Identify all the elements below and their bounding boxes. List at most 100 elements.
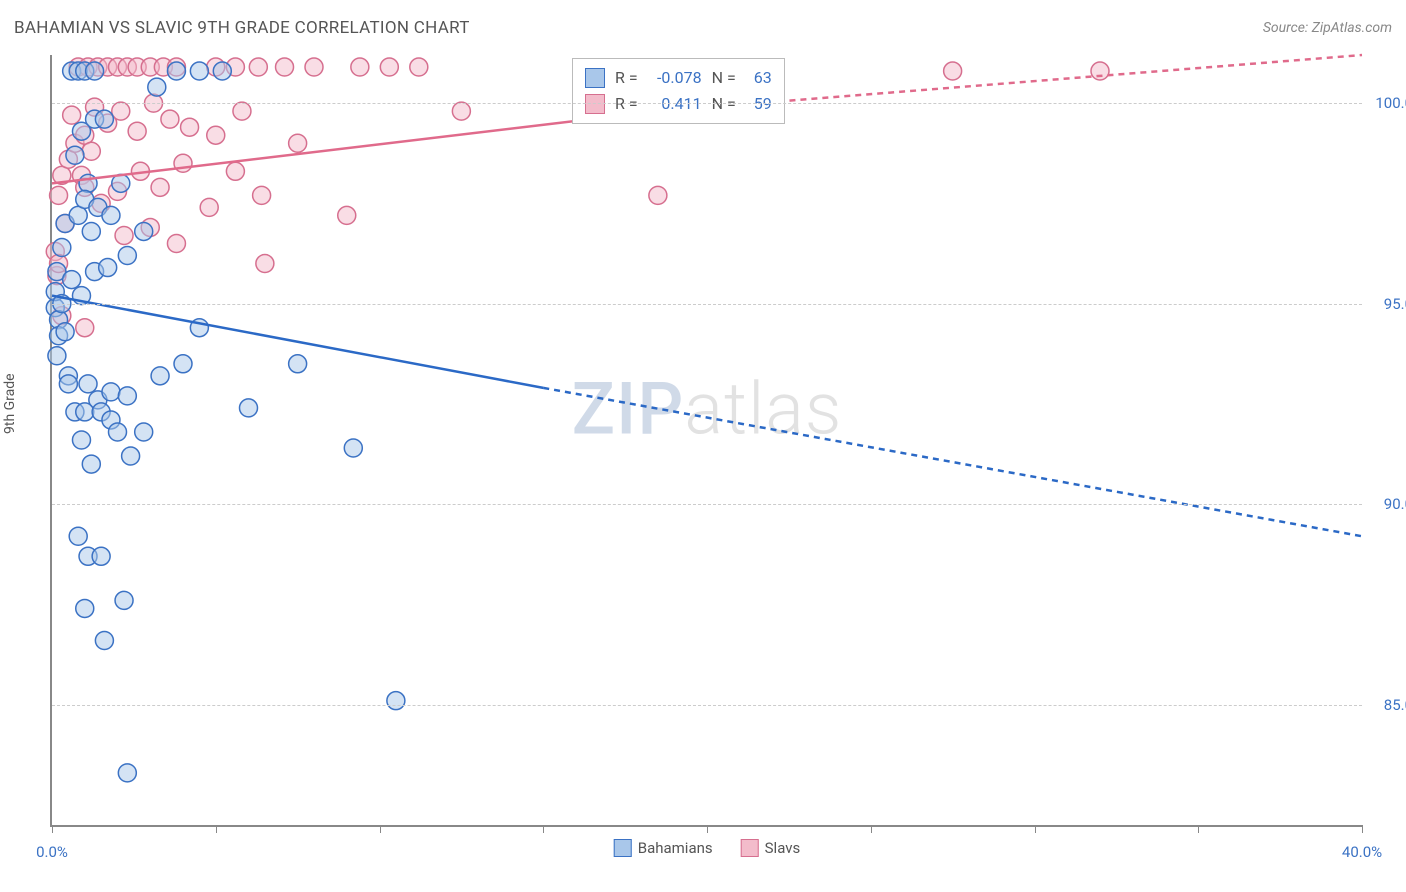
x-tick: [380, 825, 381, 833]
scatter-point: [69, 527, 87, 545]
source-label: Source: ZipAtlas.com: [1263, 20, 1392, 36]
x-tick-label: 40.0%: [1342, 843, 1382, 861]
x-tick-label: 0.0%: [36, 843, 68, 861]
gridline: [52, 705, 1362, 706]
stats-swatch-blue: [585, 68, 605, 88]
scatter-point: [115, 226, 133, 244]
gridline: [52, 304, 1362, 305]
scatter-point: [410, 58, 428, 76]
legend-label-bahamians: Bahamians: [638, 839, 713, 857]
scatter-point: [63, 106, 81, 124]
trend-line: [543, 388, 1362, 536]
legend-item-bahamians: Bahamians: [614, 839, 713, 857]
plot-area: ZIPatlas R = -0.078 N = 63 R = 0.411 N =…: [50, 55, 1362, 827]
x-tick: [52, 825, 53, 833]
scatter-point: [167, 62, 185, 80]
scatter-point: [207, 126, 225, 144]
x-tick: [543, 825, 544, 833]
n-value-bahamians: 63: [746, 65, 772, 91]
legend-label-slavs: Slavs: [765, 839, 801, 857]
scatter-point: [50, 186, 68, 204]
scatter-point: [174, 355, 192, 373]
scatter-point: [276, 58, 294, 76]
scatter-point: [102, 206, 120, 224]
scatter-point: [135, 423, 153, 441]
scatter-point: [944, 62, 962, 80]
scatter-point: [95, 632, 113, 650]
trend-line: [52, 111, 658, 183]
scatter-point: [112, 102, 130, 120]
scatter-point: [118, 387, 136, 405]
scatter-point: [249, 58, 267, 76]
legend-item-slavs: Slavs: [741, 839, 801, 857]
bottom-legend: Bahamians Slavs: [614, 839, 801, 857]
scatter-point: [351, 58, 369, 76]
x-tick: [1362, 825, 1363, 833]
r-value-bahamians: -0.078: [648, 65, 702, 91]
scatter-point: [289, 355, 307, 373]
gridline: [52, 504, 1362, 505]
scatter-point: [118, 247, 136, 265]
scatter-point: [76, 319, 94, 337]
x-tick: [707, 825, 708, 833]
scatter-point: [200, 198, 218, 216]
scatter-point: [151, 178, 169, 196]
scatter-point: [256, 255, 274, 273]
x-tick: [1198, 825, 1199, 833]
scatter-point: [82, 455, 100, 473]
scatter-point: [122, 447, 140, 465]
scatter-point: [167, 234, 185, 252]
scatter-point: [92, 547, 110, 565]
stats-box: R = -0.078 N = 63 R = 0.411 N = 59: [572, 58, 785, 124]
scatter-point: [102, 383, 120, 401]
y-tick-label: 85.0%: [1384, 696, 1406, 714]
stats-row-bahamians: R = -0.078 N = 63: [585, 65, 772, 91]
scatter-point: [649, 186, 667, 204]
scatter-point: [240, 399, 258, 417]
scatter-point: [118, 764, 136, 782]
r-label: R =: [615, 65, 638, 91]
scatter-point: [115, 591, 133, 609]
scatter-point: [213, 62, 231, 80]
chart-svg: [52, 55, 1362, 825]
scatter-point: [233, 102, 251, 120]
y-tick-label: 100.0%: [1375, 94, 1406, 112]
scatter-point: [63, 271, 81, 289]
scatter-point: [66, 146, 84, 164]
scatter-point: [338, 206, 356, 224]
scatter-point: [452, 102, 470, 120]
scatter-point: [76, 599, 94, 617]
y-tick-label: 90.0%: [1384, 495, 1406, 513]
gridline: [52, 103, 1362, 104]
trend-line: [52, 296, 543, 388]
chart-title: BAHAMIAN VS SLAVIC 9TH GRADE CORRELATION…: [14, 18, 470, 38]
scatter-point: [48, 347, 66, 365]
scatter-point: [135, 222, 153, 240]
scatter-point: [380, 58, 398, 76]
scatter-point: [253, 186, 271, 204]
y-axis-label: 9th Grade: [2, 373, 18, 434]
scatter-point: [56, 323, 74, 341]
x-tick: [1035, 825, 1036, 833]
scatter-point: [190, 62, 208, 80]
scatter-point: [82, 142, 100, 160]
scatter-point: [305, 58, 323, 76]
scatter-point: [82, 222, 100, 240]
scatter-point: [148, 78, 166, 96]
scatter-point: [99, 259, 117, 277]
legend-swatch-blue: [614, 839, 632, 857]
scatter-point: [226, 162, 244, 180]
scatter-point: [59, 375, 77, 393]
scatter-point: [53, 239, 71, 257]
scatter-point: [181, 118, 199, 136]
scatter-point: [95, 110, 113, 128]
scatter-point: [151, 367, 169, 385]
x-tick: [871, 825, 872, 833]
scatter-point: [128, 122, 146, 140]
scatter-point: [109, 423, 127, 441]
legend-swatch-pink: [741, 839, 759, 857]
y-tick-label: 95.0%: [1384, 295, 1406, 313]
scatter-point: [161, 110, 179, 128]
scatter-point: [289, 134, 307, 152]
scatter-point: [1091, 62, 1109, 80]
